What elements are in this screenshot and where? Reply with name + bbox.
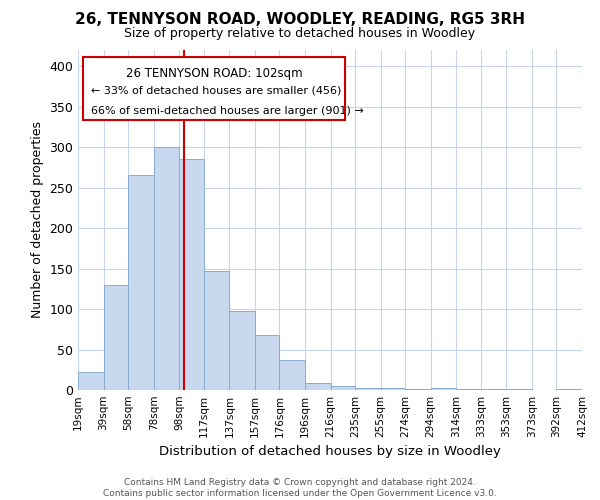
Text: Contains HM Land Registry data © Crown copyright and database right 2024.
Contai: Contains HM Land Registry data © Crown c… xyxy=(103,478,497,498)
Bar xyxy=(431,388,457,390)
Bar xyxy=(229,310,255,390)
Bar xyxy=(154,147,179,390)
Text: ← 33% of detached houses are smaller (456): ← 33% of detached houses are smaller (45… xyxy=(91,86,341,96)
Bar xyxy=(556,389,582,390)
Bar xyxy=(380,388,405,390)
Bar xyxy=(331,386,355,390)
Bar xyxy=(78,372,104,390)
Bar xyxy=(305,382,331,390)
FancyBboxPatch shape xyxy=(83,57,345,120)
Bar xyxy=(355,388,380,390)
Bar xyxy=(280,360,305,390)
Text: 26, TENNYSON ROAD, WOODLEY, READING, RG5 3RH: 26, TENNYSON ROAD, WOODLEY, READING, RG5… xyxy=(75,12,525,28)
Bar xyxy=(128,176,154,390)
Bar xyxy=(457,389,481,390)
Text: 66% of semi-detached houses are larger (901) →: 66% of semi-detached houses are larger (… xyxy=(91,106,364,116)
X-axis label: Distribution of detached houses by size in Woodley: Distribution of detached houses by size … xyxy=(159,446,501,458)
Bar xyxy=(255,335,280,390)
Bar xyxy=(405,389,431,390)
Y-axis label: Number of detached properties: Number of detached properties xyxy=(31,122,44,318)
Bar xyxy=(179,160,203,390)
Bar xyxy=(104,285,128,390)
Bar xyxy=(203,271,229,390)
Text: Size of property relative to detached houses in Woodley: Size of property relative to detached ho… xyxy=(124,28,476,40)
Bar xyxy=(506,389,532,390)
Text: 26 TENNYSON ROAD: 102sqm: 26 TENNYSON ROAD: 102sqm xyxy=(126,67,302,80)
Bar xyxy=(481,389,506,390)
